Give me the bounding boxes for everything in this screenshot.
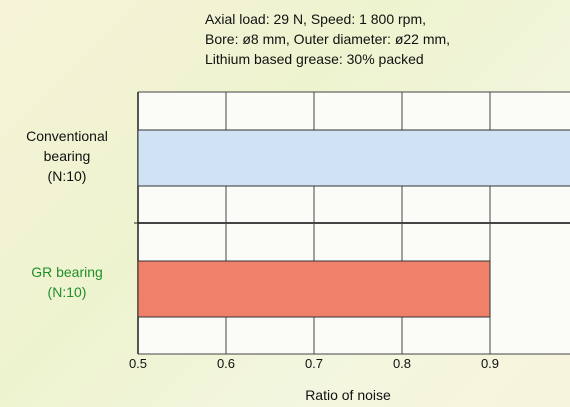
category-label-line: (N:10)	[47, 168, 87, 184]
category-label-line: Conventional	[26, 128, 108, 144]
x-tick-label: 0.9	[480, 356, 500, 371]
x-tick-label: 0.7	[304, 356, 324, 371]
category-label-gr: GR bearing (N:10)	[0, 262, 134, 302]
category-label-conventional: Conventional bearing (N:10)	[0, 126, 134, 186]
category-label-line: GR bearing	[31, 264, 103, 280]
x-axis-label: Ratio of noise	[305, 387, 391, 403]
condition-line-1: Axial load: 29 N, Speed: 1 800 rpm,	[205, 11, 427, 27]
test-conditions: Axial load: 29 N, Speed: 1 800 rpm, Bore…	[205, 9, 450, 69]
bar-gr	[137, 260, 491, 318]
x-tick-label: 0.8	[392, 356, 412, 371]
category-label-line: bearing	[43, 148, 91, 164]
x-tick-label: 0.6	[216, 356, 236, 371]
condition-line-3: Lithium based grease: 30% packed	[205, 51, 424, 67]
condition-line-2: Bore: ø8 mm, Outer diameter: ø22 mm,	[205, 31, 451, 47]
x-tick-label: 0.5	[128, 356, 148, 371]
plot-area	[134, 91, 570, 355]
bar-conventional	[137, 129, 570, 187]
bar-chart	[134, 91, 570, 355]
category-label-line: (N:10)	[47, 284, 87, 300]
